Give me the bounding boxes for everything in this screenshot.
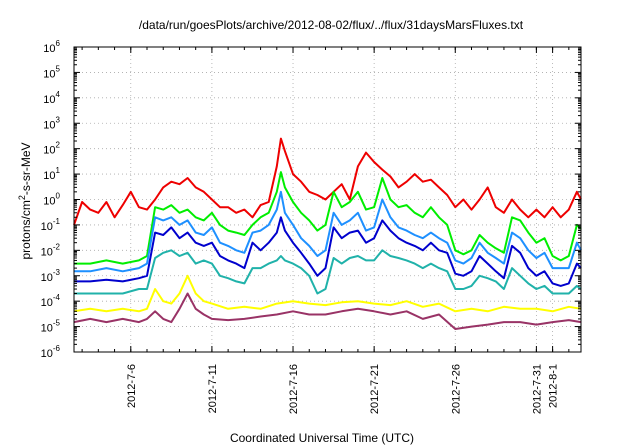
- x-tick-labels: 2012-7-6 2012-7-11 2012-7-16 2012-7-21 2012-…: [126, 364, 560, 414]
- y-tick-base: 10: [43, 119, 55, 131]
- x-axis-label: Coordinated Universal Time (UTC): [230, 431, 414, 445]
- y-tick-base: 10: [41, 348, 53, 360]
- y-tick-exp: 2: [56, 141, 61, 150]
- series-line-1: [73, 137, 582, 226]
- y-tick-exp: -4: [53, 293, 61, 302]
- y-tick-exp: 0: [56, 192, 61, 201]
- x-tick-label: 2012-8-1: [548, 364, 560, 408]
- y-tick-base: 10: [43, 170, 55, 182]
- x-tick-label: 2012-7-16: [288, 364, 300, 414]
- y-tick-base: 10: [43, 94, 55, 106]
- y-tick-label: 10-4: [41, 293, 61, 309]
- y-tick-exp: 6: [56, 39, 61, 48]
- y-tick-exp: 5: [56, 64, 61, 73]
- y-tick-exp: -2: [53, 242, 61, 251]
- series-line-4: [74, 216, 582, 287]
- y-tick-base: 10: [41, 221, 53, 233]
- y-tick-exp: -3: [53, 268, 61, 277]
- series-line-3: [74, 190, 582, 273]
- series-line-2: [74, 171, 582, 265]
- y-tick-label: 10-5: [41, 319, 61, 335]
- chart-title: /data/run/goesPlots/archive/2012-08-02/f…: [139, 18, 524, 32]
- y-tick-base: 10: [43, 145, 55, 157]
- x-tick-label: 2012-7-6: [126, 364, 138, 408]
- y-tick-label: 10-3: [41, 268, 61, 284]
- y-tick-exp: -5: [53, 319, 61, 328]
- y-tick-label: 105: [43, 64, 60, 80]
- x-tick-label: 2012-7-11: [207, 364, 219, 413]
- y-tick-base: 10: [41, 323, 53, 335]
- y-tick-label: 100: [43, 192, 60, 208]
- series-line-7: [73, 292, 582, 330]
- y-tick-base: 10: [41, 297, 53, 309]
- y-tick-label: 104: [43, 90, 60, 106]
- y-tick-label: 101: [43, 166, 60, 182]
- y-tick-exp: 4: [56, 90, 61, 99]
- y-tick-label: 10-1: [41, 217, 61, 233]
- x-tick-label: 2012-7-26: [450, 364, 462, 414]
- y-axis-label-suffix: -s-sr-MeV: [19, 142, 33, 195]
- y-tick-base: 10: [41, 272, 53, 284]
- y-tick-label: 106: [43, 39, 60, 55]
- series-line-5: [74, 249, 582, 295]
- x-tick-label: 2012-7-21: [369, 364, 381, 414]
- y-axis-label-sup: 2: [17, 195, 27, 200]
- series-line-6: [73, 274, 582, 313]
- y-tick-exp: -6: [53, 344, 61, 353]
- y-tick-base: 10: [41, 246, 53, 258]
- y-tick-base: 10: [43, 43, 55, 55]
- y-tick-label: 10-2: [41, 242, 61, 258]
- y-tick-base: 10: [43, 196, 55, 208]
- x-tick-label: 2012-7-31: [531, 364, 543, 414]
- y-tick-exp: 1: [56, 166, 61, 175]
- y-tick-base: 10: [43, 68, 55, 80]
- y-axis-label: protons/cm2-s-sr-MeV: [17, 142, 33, 259]
- y-axis-label-prefix: protons/cm: [19, 200, 33, 259]
- series-lines: [73, 137, 582, 330]
- y-tick-label: 103: [43, 115, 60, 131]
- y-tick-exp: -1: [53, 217, 61, 226]
- y-tick-exp: 3: [56, 115, 61, 124]
- axis-ticks: [74, 46, 581, 353]
- y-tick-label: 102: [43, 141, 60, 157]
- y-tick-labels: 10-610-510-410-310-210-11001011021031041…: [41, 39, 61, 360]
- y-tick-label: 10-6: [41, 344, 61, 360]
